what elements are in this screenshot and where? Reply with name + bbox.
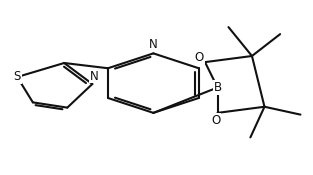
Text: O: O [195, 51, 204, 64]
Text: B: B [213, 81, 222, 94]
Text: S: S [13, 71, 21, 83]
Text: O: O [211, 114, 221, 127]
Text: N: N [149, 38, 158, 51]
Text: N: N [90, 70, 98, 83]
